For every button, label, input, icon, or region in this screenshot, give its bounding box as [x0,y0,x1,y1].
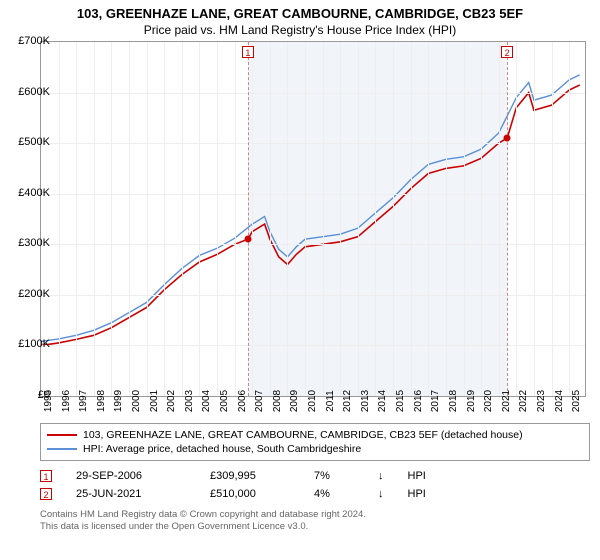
x-axis-label: 2012 [342,390,353,412]
x-axis-label: 2017 [430,390,441,412]
sale-date: 29-SEP-2006 [76,470,186,482]
x-axis-label: 2002 [166,390,177,412]
x-axis-label: 2004 [201,390,212,412]
x-axis-label: 2020 [483,390,494,412]
x-axis-label: 2006 [237,390,248,412]
legend-item: HPI: Average price, detached house, Sout… [47,442,583,456]
x-axis-label: 1995 [43,390,54,412]
x-axis-label: 2019 [466,390,477,412]
x-axis-label: 2009 [289,390,300,412]
y-axis-label: £100K [18,338,50,350]
plot-region: 12 [40,41,586,397]
sale-price: £510,000 [210,488,290,500]
x-axis-label: 2001 [149,390,160,412]
x-axis-label: 2018 [448,390,459,412]
sale-vs: HPI [408,488,426,500]
footer-line1: Contains HM Land Registry data © Crown c… [40,509,590,521]
legend-swatch [47,434,77,436]
y-axis-label: £200K [18,288,50,300]
x-axis-label: 1996 [61,390,72,412]
chart-subtitle: Price paid vs. HM Land Registry's House … [0,21,600,41]
x-axis-label: 2022 [518,390,529,412]
y-axis-label: £600K [18,86,50,98]
x-axis-label: 2011 [325,390,336,412]
y-axis-label: £500K [18,136,50,148]
sale-pct: 4% [314,488,354,500]
x-axis-label: 2008 [272,390,283,412]
x-axis-label: 2007 [254,390,265,412]
x-axis-label: 1998 [96,390,107,412]
x-axis-label: 2023 [536,390,547,412]
legend-label: HPI: Average price, detached house, Sout… [83,443,361,455]
x-axis-label: 1997 [78,390,89,412]
chart-title: 103, GREENHAZE LANE, GREAT CAMBOURNE, CA… [0,0,600,21]
x-axis-label: 2016 [413,390,424,412]
sale-date: 25-JUN-2021 [76,488,186,500]
y-axis-label: £300K [18,237,50,249]
sale-vline [507,42,508,396]
sale-dot [504,135,511,142]
y-axis-label: £700K [18,35,50,47]
x-axis-label: 2005 [219,390,230,412]
x-axis-label: 2013 [360,390,371,412]
chart-area: 12 £0£100K£200K£300K£400K£500K£600K£700K… [40,41,600,417]
sale-arrow-icon: ↓ [378,488,384,500]
sale-arrow-icon: ↓ [378,470,384,482]
sale-pct: 7% [314,470,354,482]
sale-price: £309,995 [210,470,290,482]
x-axis-label: 2025 [571,390,582,412]
legend-item: 103, GREENHAZE LANE, GREAT CAMBOURNE, CA… [47,428,583,442]
footer: Contains HM Land Registry data © Crown c… [40,509,590,534]
sale-row: 2 25-JUN-2021 £510,000 4% ↓ HPI [40,485,590,503]
sale-dot [244,236,251,243]
footer-line2: This data is licensed under the Open Gov… [40,521,590,533]
sale-row: 1 29-SEP-2006 £309,995 7% ↓ HPI [40,467,590,485]
x-axis-label: 2015 [395,390,406,412]
sales-table: 1 29-SEP-2006 £309,995 7% ↓ HPI 2 25-JUN-2021 £5… [40,467,590,503]
sale-number-box: 2 [40,488,52,500]
legend-label: 103, GREENHAZE LANE, GREAT CAMBOURNE, CA… [83,429,523,441]
x-axis-label: 2003 [184,390,195,412]
legend: 103, GREENHAZE LANE, GREAT CAMBOURNE, CA… [40,423,590,461]
sale-vs: HPI [408,470,426,482]
x-axis-label: 2024 [554,390,565,412]
sale-vline [248,42,249,396]
y-axis-label: £400K [18,187,50,199]
sale-marker-box: 1 [242,46,254,58]
x-axis-label: 2010 [307,390,318,412]
sale-number-box: 1 [40,470,52,482]
x-axis-label: 1999 [113,390,124,412]
x-axis-label: 2014 [377,390,388,412]
sale-marker-box: 2 [501,46,513,58]
x-axis-label: 2021 [501,390,512,412]
legend-swatch [47,448,77,450]
x-axis-label: 2000 [131,390,142,412]
